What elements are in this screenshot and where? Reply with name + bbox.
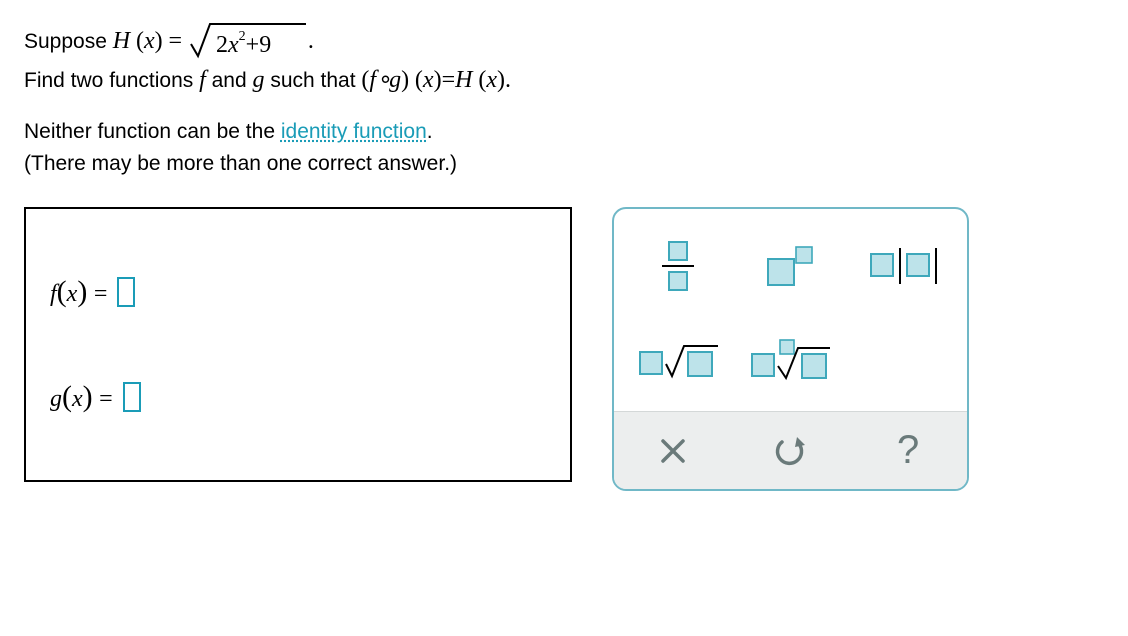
paren-close: ): [83, 380, 93, 413]
coef: 2: [216, 32, 228, 58]
text: Suppose: [24, 30, 113, 53]
period: .: [505, 67, 511, 93]
undo-button[interactable]: [732, 412, 850, 489]
paren-close: ): [401, 67, 409, 93]
x: x: [67, 281, 78, 307]
nth-root-button[interactable]: [734, 313, 846, 407]
square-root-button[interactable]: [622, 313, 734, 407]
clear-button[interactable]: [614, 412, 732, 489]
paren-open: (: [415, 67, 423, 93]
question-icon: ?: [897, 428, 919, 473]
period: .: [308, 28, 314, 54]
x: x: [423, 67, 434, 93]
g: g: [252, 67, 264, 93]
text: Neither function can be the: [24, 120, 281, 143]
circ: ∘: [376, 67, 389, 93]
empty-slot: [847, 313, 959, 407]
symbol-palette: ?: [612, 207, 969, 491]
x-icon: [658, 436, 688, 466]
line-3: Neither function can be the identity fun…: [24, 116, 1104, 148]
paren-open: (: [136, 28, 144, 54]
absolute-value-button[interactable]: [847, 219, 959, 313]
paren-close: ): [497, 67, 505, 93]
f-answer-line: f(x) =: [50, 275, 546, 309]
line-1: Suppose H (x) = 2x2+9 .: [24, 18, 1104, 62]
g-input[interactable]: [123, 382, 141, 412]
paren-close: ): [155, 28, 163, 54]
exp: 2: [238, 29, 245, 44]
equals: =: [94, 281, 108, 307]
answer-box: f(x) = g(x) =: [24, 207, 572, 482]
H: H: [455, 67, 472, 93]
x: x: [486, 67, 497, 93]
x: x: [227, 32, 239, 58]
rest: +9: [245, 32, 271, 58]
sqrt-expression: 2x2+9: [188, 18, 308, 62]
g-label: g: [50, 386, 62, 412]
f-label: f: [50, 281, 57, 307]
text: such that: [264, 69, 361, 92]
text: and: [206, 69, 253, 92]
power-button[interactable]: [734, 219, 846, 313]
f: f: [199, 67, 206, 93]
line-2: Find two functions f and g such that (f …: [24, 62, 1104, 98]
g-answer-line: g(x) =: [50, 380, 546, 414]
equals: =: [99, 386, 113, 412]
x: x: [72, 386, 83, 412]
x-var: x: [144, 28, 155, 54]
equals: =: [168, 28, 182, 54]
text: Find two functions: [24, 69, 199, 92]
fraction-button[interactable]: [622, 219, 734, 313]
svg-text:2x2+9: 2x2+9: [216, 29, 271, 58]
paren-close: ): [77, 275, 87, 308]
identity-function-link[interactable]: identity function: [281, 120, 427, 143]
help-button[interactable]: ?: [849, 412, 967, 489]
g: g: [389, 67, 401, 93]
f-input[interactable]: [117, 277, 135, 307]
period: .: [427, 120, 433, 143]
paren-close: ): [434, 67, 442, 93]
paren-open: (: [62, 380, 72, 413]
paren-open: (: [57, 275, 67, 308]
H-symbol: H: [113, 28, 130, 54]
eq: =: [442, 67, 456, 93]
problem-statement: Suppose H (x) = 2x2+9 . Find two functio…: [24, 18, 1104, 179]
undo-icon: [773, 434, 807, 468]
line-4: (There may be more than one correct answ…: [24, 148, 1104, 180]
